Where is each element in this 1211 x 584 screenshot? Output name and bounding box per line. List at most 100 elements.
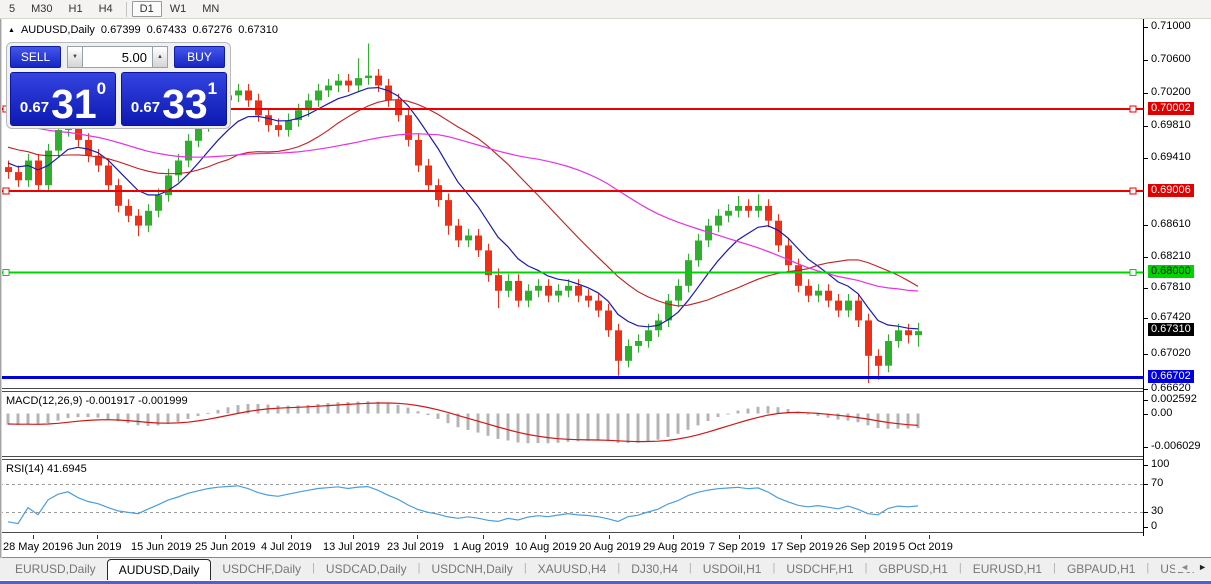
timeframe-w1[interactable]: W1 (169, 3, 187, 15)
axis-tick-mark (1144, 354, 1148, 355)
candle (185, 134, 192, 168)
tab-xauusd-h4[interactable]: XAUUSD,H4 (537, 562, 607, 576)
candle (145, 204, 152, 233)
macd-name: MACD(12,26,9) (6, 395, 83, 407)
line-anchor[interactable] (1129, 269, 1137, 276)
candle (695, 233, 702, 267)
axis-tick-label: 0.00 (1151, 407, 1173, 419)
tab-eurusd-h1[interactable]: EURUSD,H1 (972, 562, 1043, 576)
date-tick-mark (353, 535, 354, 539)
price-axis: 0.71000 0.70600 0.70200 0.70002 0.69810 0.694… (1143, 19, 1211, 536)
macd-panel-splitter[interactable] (0, 388, 1211, 392)
line-anchor[interactable] (1129, 105, 1137, 113)
tab-separator: | (958, 562, 962, 574)
timeframe-d1[interactable]: D1 (131, 1, 162, 17)
candle (835, 294, 842, 318)
tab-usdcad-daily[interactable]: USDCAD,Daily (325, 562, 407, 576)
axis-tick-mark (1144, 400, 1148, 401)
axis-tick-mark (1144, 484, 1148, 485)
candle (475, 228, 482, 257)
sell-price-display[interactable]: 0.67 31 0 (10, 72, 116, 126)
candle (135, 209, 142, 237)
macd-signal-line (7, 402, 919, 443)
buy-price-display[interactable]: 0.67 33 1 (121, 72, 227, 126)
line-anchor[interactable] (1129, 187, 1137, 195)
axis-tick-label: 0.69410 (1151, 151, 1191, 163)
buy-button[interactable]: BUY (174, 46, 225, 68)
price-level-label-0.67310: 0.67310 (1148, 323, 1194, 336)
tab-dj30-h4[interactable]: DJ30,H4 (631, 562, 678, 576)
volume-increase-button[interactable]: ▲ (152, 46, 168, 68)
price-level-label-0.66702: 0.66702 (1148, 370, 1194, 383)
candle (715, 209, 722, 233)
date-tick-label: 15 Jun 2019 (131, 541, 192, 553)
tab-usdchf-h1[interactable]: USDCHF,H1 (786, 562, 854, 576)
tab-separator: | (417, 562, 421, 574)
tab-audusd-daily[interactable]: AUDUSD,Daily (106, 559, 212, 580)
timeframe-m30[interactable]: M30 (31, 3, 53, 15)
candle (585, 289, 592, 308)
candle (405, 108, 412, 147)
tab-usdoil-h1[interactable]: USDOil,H1 (702, 562, 762, 576)
tab-scroll-right-icon[interactable]: ► (1198, 562, 1207, 572)
date-tick-label: 17 Sep 2019 (771, 541, 834, 553)
candle (295, 103, 302, 127)
tab-usdcnh-daily[interactable]: USDCNH,Daily (431, 562, 513, 576)
macd-signal-value: -0.001999 (138, 395, 188, 407)
candle (415, 133, 422, 173)
candle (445, 193, 452, 235)
candle (735, 196, 742, 218)
candle (365, 43, 372, 85)
moving-averages-layer (7, 86, 919, 330)
date-tick-mark (545, 535, 546, 539)
candle (345, 74, 352, 93)
date-tick-mark (865, 535, 866, 539)
candle (555, 284, 562, 303)
sell-button[interactable]: SELL (10, 46, 61, 68)
trade-prices-row: 0.67 31 0 0.67 33 1 (10, 72, 227, 126)
timeframe-h4[interactable]: H4 (98, 3, 113, 15)
tab-usdchf-daily[interactable]: USDCHF,Daily (222, 562, 302, 576)
tab-eurusd-daily[interactable]: EURUSD,Daily (15, 562, 96, 576)
buy-price-prefix: 0.67 (130, 99, 161, 116)
candle (485, 243, 492, 282)
axis-tick-mark (1144, 60, 1148, 61)
volume-input[interactable] (83, 46, 152, 68)
symbol-period-label: AUDUSD,Daily (20, 24, 95, 36)
candle (725, 204, 732, 223)
volume-decrease-button[interactable]: ▼ (67, 46, 83, 68)
candle (705, 219, 712, 248)
tab-separator: | (312, 562, 315, 574)
date-tick-label: 25 Jun 2019 (195, 541, 256, 553)
tab-separator: | (1146, 562, 1150, 574)
rsi-indicator-label: RSI(14) 41.6945 (6, 463, 87, 475)
timeframe-mn[interactable]: MN (202, 3, 220, 15)
buy-price-pips: 33 (162, 81, 208, 128)
axis-tick-label: 100 (1151, 458, 1170, 470)
rsi-panel-splitter[interactable] (0, 456, 1211, 460)
price-chart-svg (0, 43, 1143, 525)
date-tick-mark (225, 535, 226, 539)
line-anchor[interactable] (2, 187, 10, 195)
candle (235, 83, 242, 102)
tab-gbpusd-h1[interactable]: GBPUSD,H1 (878, 562, 948, 576)
price-level-label-0.70002: 0.70002 (1148, 102, 1194, 115)
candle (775, 214, 782, 252)
axis-tick-label: 30 (1151, 505, 1164, 517)
axis-tick-label: 0.71000 (1151, 20, 1191, 32)
date-tick-label: 5 Oct 2019 (899, 541, 953, 553)
timeframe-5[interactable]: 5 (9, 3, 16, 15)
candle (35, 153, 42, 192)
tab-gbpaud-h1[interactable]: GBPAUD,H1 (1066, 562, 1136, 576)
date-tick-label: 29 Aug 2019 (643, 541, 705, 553)
collapse-trade-panel-icon[interactable]: ▲ (8, 26, 15, 34)
timeframe-h1[interactable]: H1 (68, 3, 83, 15)
date-axis-border (0, 532, 1211, 534)
date-tick-label: 4 Jul 2019 (261, 541, 312, 553)
candle (245, 83, 252, 107)
tab-scroll-left-icon[interactable]: ◄ (1180, 562, 1190, 572)
axis-tick-label: 0.69810 (1151, 119, 1191, 131)
line-anchor[interactable] (2, 269, 10, 276)
axis-tick-mark (1144, 158, 1148, 159)
low-value: 0.67276 (192, 24, 233, 36)
